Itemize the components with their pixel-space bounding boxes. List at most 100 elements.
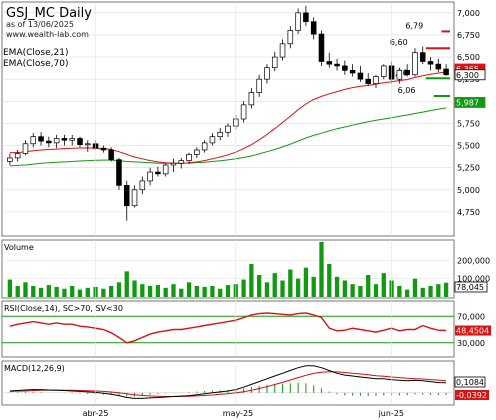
- macd-badge-bg: [454, 376, 486, 388]
- candle-body: [264, 67, 270, 80]
- volume-badge: 78,045: [456, 283, 484, 292]
- candle-body: [201, 142, 208, 151]
- rsi-title: RSI(Close,14), SC>70, SV<30: [4, 304, 123, 313]
- price-tick-label: 6,500: [457, 53, 480, 62]
- rsi-grid: [2, 315, 454, 344]
- volume-bar: [241, 279, 246, 297]
- candle-body: [194, 149, 200, 155]
- volume-bar: [210, 286, 215, 297]
- candle-body: [7, 157, 13, 162]
- candle-body: [396, 69, 403, 80]
- volume-bar: [54, 286, 59, 297]
- price-badge-bg: [454, 69, 486, 81]
- macd-path: [9, 365, 447, 399]
- volume-bar: [23, 282, 28, 297]
- as-of-date: as of 13/06/2025: [6, 20, 74, 29]
- volume-bar: [7, 279, 13, 297]
- signal-path: [9, 371, 447, 397]
- candle-body: [279, 43, 286, 58]
- ema70-path: [9, 107, 447, 167]
- ema21-legend: EMA(Close,21): [3, 48, 68, 58]
- rsi-panel-frame: [1, 300, 455, 358]
- candle-body: [240, 104, 247, 120]
- candle-body: [435, 63, 442, 70]
- candle-body: [61, 138, 68, 141]
- candle-body: [123, 184, 130, 207]
- candle-body: [116, 159, 122, 186]
- ema70-line: [9, 107, 447, 167]
- rsi-badge: 48,4504: [456, 327, 489, 336]
- rsi-panel: 70,000 30,000 RSI(Close,14), SC>70, SV<30…: [1, 300, 491, 358]
- price-tick-label: 7,000: [457, 9, 480, 18]
- candle-body: [155, 171, 161, 175]
- volume-bar: [257, 275, 262, 297]
- volume-bar: [62, 288, 67, 297]
- candle-body: [427, 61, 434, 65]
- candle-body: [108, 149, 114, 161]
- volume-bar: [85, 287, 90, 297]
- macd-badge: 0,1084: [456, 378, 484, 387]
- rsi-tick-label: 70,000: [457, 312, 485, 321]
- signal-badge-bg: [455, 390, 489, 400]
- volume-bar: [225, 285, 231, 297]
- volume-title: Volume: [4, 243, 34, 252]
- symbol-title: GSJ_MC Daily: [6, 6, 92, 21]
- candle-body: [147, 171, 153, 182]
- price-tick-label: 4,750: [457, 208, 480, 217]
- volume-bar: [358, 286, 363, 297]
- price-tick-label: 5,000: [457, 186, 480, 195]
- volume-bar: [77, 289, 83, 297]
- volume-bar: [334, 276, 340, 297]
- candle-body: [349, 69, 356, 74]
- date-tick-label: jun-25: [378, 409, 404, 418]
- volume-bar: [264, 282, 270, 297]
- rsi-path: [9, 312, 447, 344]
- macd-panel: MACD(12,26,9) 0,1084 -0,0392: [1, 360, 489, 406]
- volume-bar: [116, 282, 122, 297]
- candle-body: [365, 78, 371, 84]
- volume-bar: [381, 273, 386, 297]
- volume-bar: [303, 267, 309, 297]
- candle-body: [318, 33, 325, 62]
- candle-body: [381, 65, 387, 77]
- price-badge-bg: [454, 97, 486, 108]
- price-panel: 6,796,606,266,06 7,0006,7506,5006,2506,0…: [1, 1, 486, 237]
- volume-bar: [101, 288, 106, 297]
- ema21-line: [9, 71, 447, 164]
- signal-badge: -0,0392: [456, 391, 487, 400]
- ema21-path: [9, 71, 447, 164]
- candle-body: [170, 162, 177, 166]
- volume-bar: [171, 284, 176, 297]
- volume-bar: [70, 286, 75, 297]
- volume-bar: [186, 282, 192, 297]
- price-tick-label: 5,750: [457, 119, 480, 128]
- volume-bar: [397, 286, 402, 297]
- level-label: 6,60: [390, 38, 408, 47]
- volume-bar: [295, 278, 301, 297]
- volume-bar: [436, 284, 441, 297]
- volume-bar: [124, 271, 129, 297]
- volume-bar: [327, 264, 332, 297]
- candle-body: [357, 72, 364, 80]
- candle-body: [53, 138, 60, 144]
- rsi-badge-bg: [455, 325, 491, 336]
- date-tick-label: may-25: [223, 409, 253, 418]
- candle-body: [217, 131, 223, 138]
- candle-body: [22, 143, 29, 154]
- volume-bar: [412, 278, 418, 297]
- price-badge: 5,987: [456, 98, 479, 107]
- price-y-axis: 7,0006,7506,5006,2506,0005,7505,5005,250…: [457, 9, 480, 217]
- volume-bar: [342, 280, 347, 297]
- volume-bar: [179, 288, 184, 297]
- volume-bar: [288, 269, 293, 297]
- volume-bar: [428, 286, 433, 297]
- volume-grid: [2, 260, 454, 279]
- volume-bar: [163, 287, 168, 297]
- volume-bar: [373, 284, 379, 297]
- volume-bar: [109, 286, 114, 297]
- volume-tick-label: 100,000: [457, 275, 490, 284]
- candle-body: [412, 52, 418, 76]
- volume-bar: [202, 286, 207, 297]
